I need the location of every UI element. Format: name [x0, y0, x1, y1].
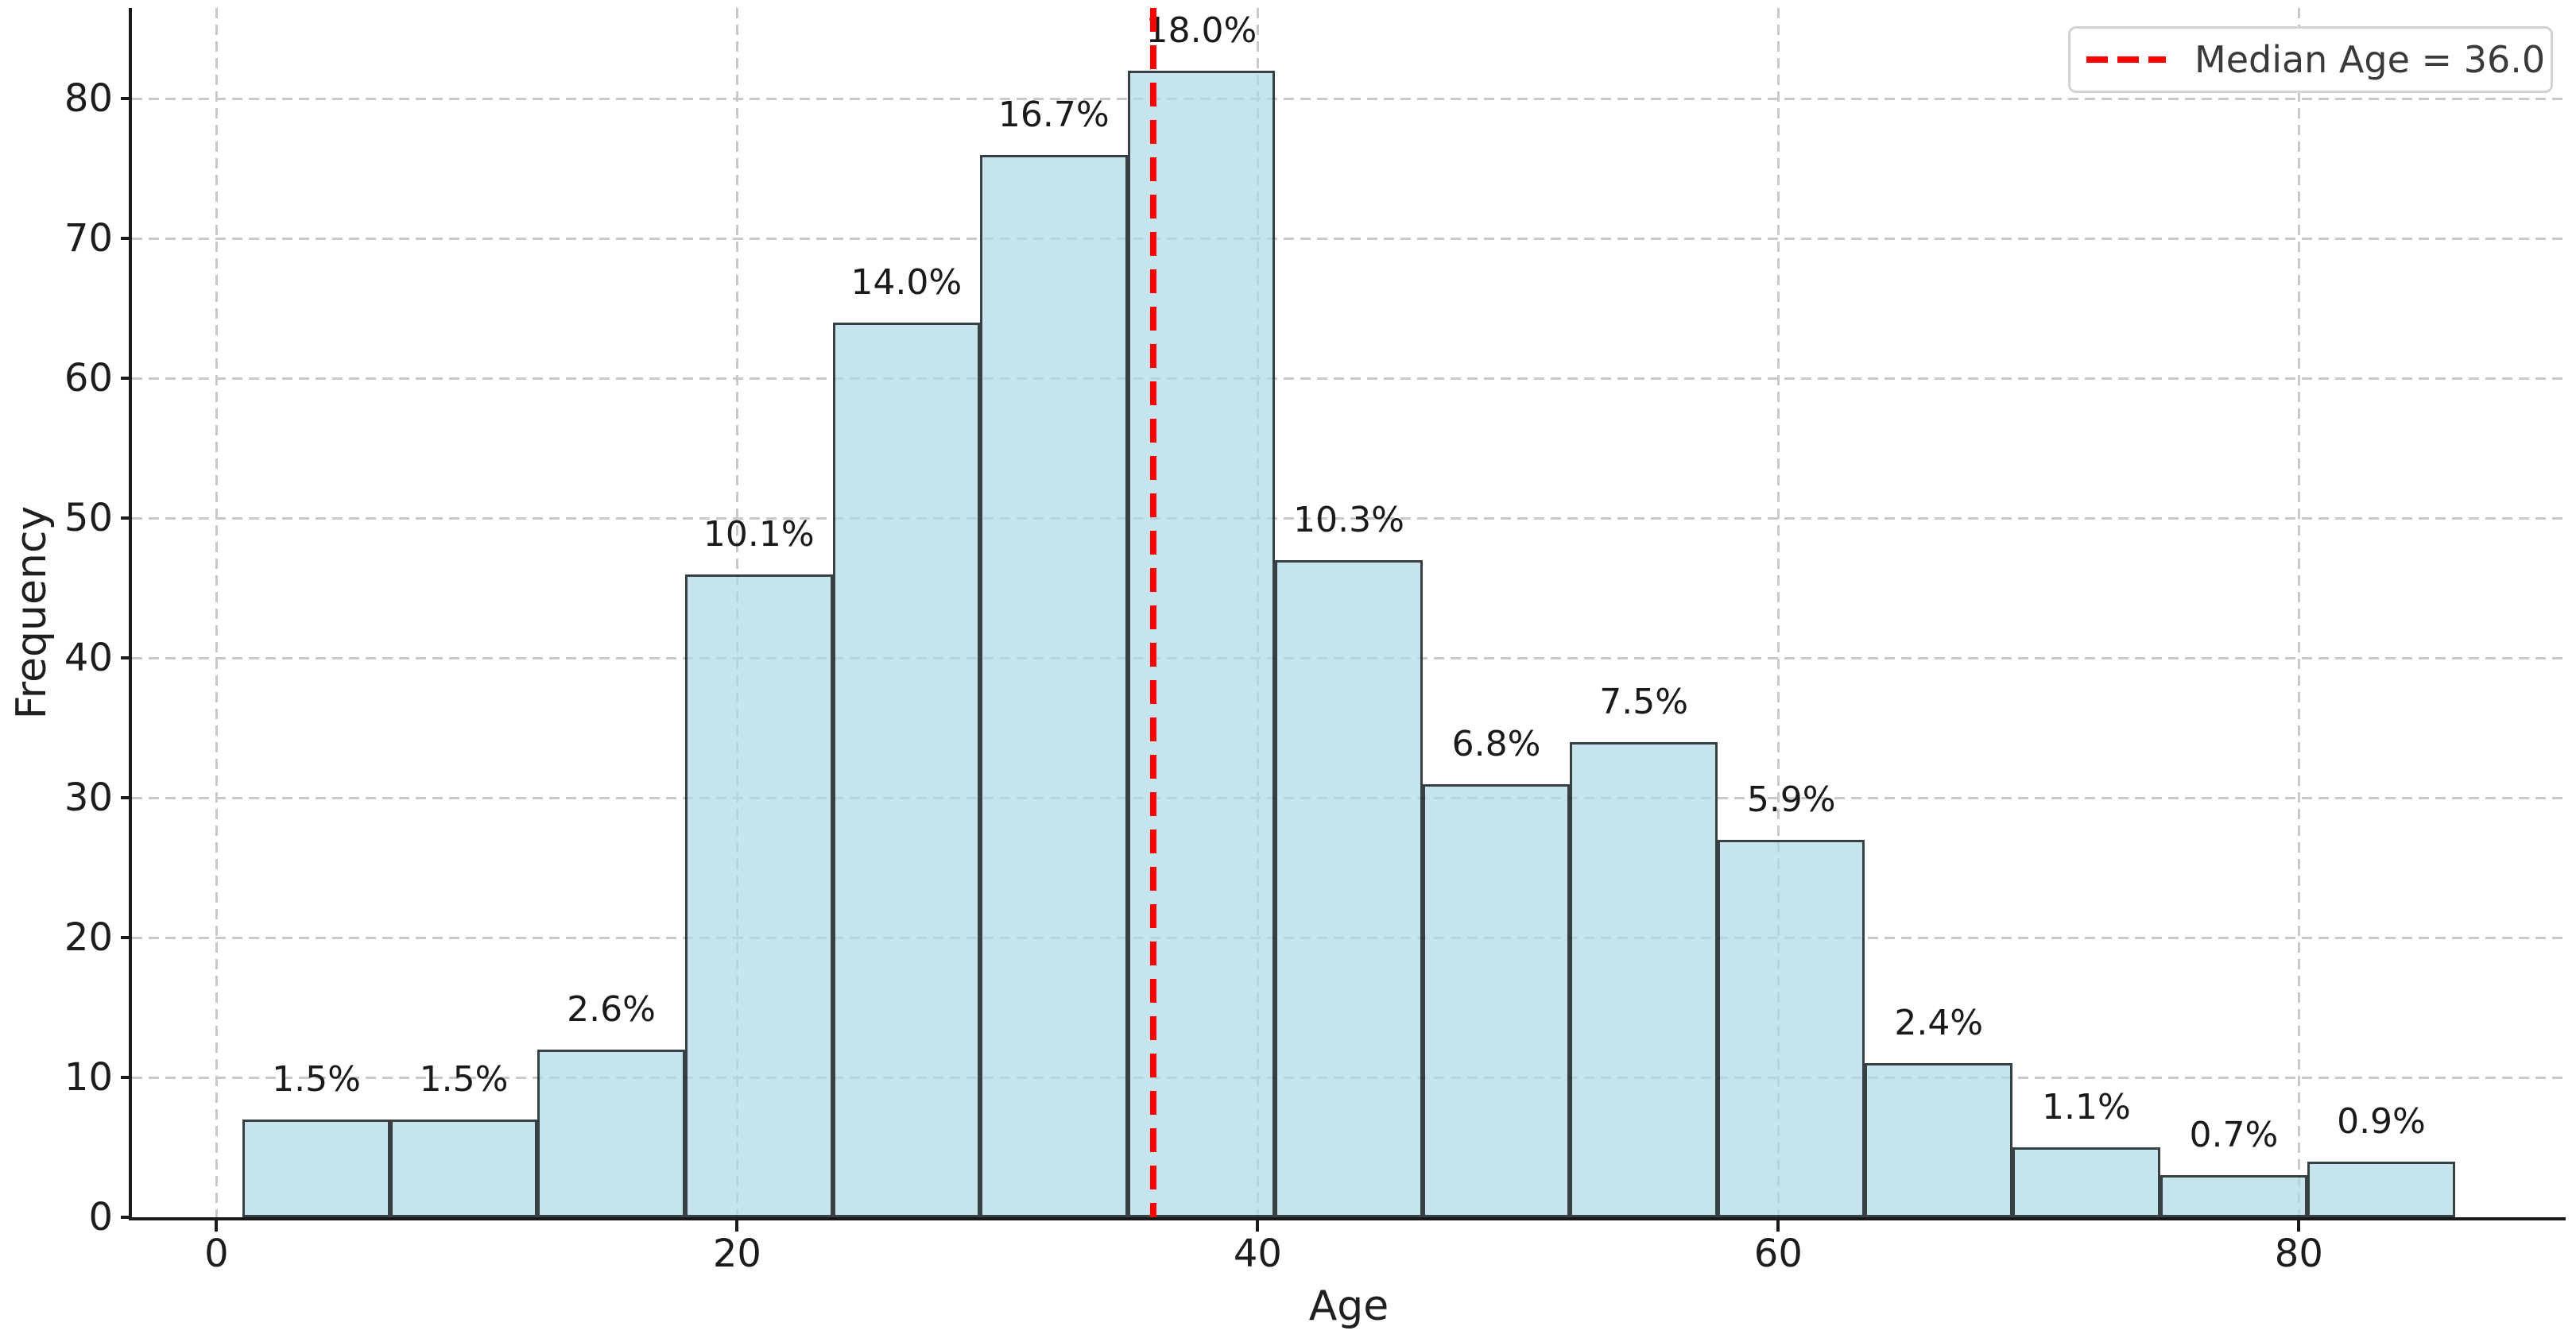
- y-tick: [121, 1216, 132, 1219]
- y-tick-label: 30: [64, 775, 113, 821]
- bar-percent-label: 5.9%: [1746, 779, 1836, 820]
- bar-percent-label: 0.9%: [2337, 1100, 2426, 1142]
- bar-percent-label: 1.5%: [272, 1058, 361, 1100]
- bar-percent-label: 10.1%: [703, 513, 815, 555]
- x-gridline: [2298, 8, 2301, 1217]
- legend-label: Median Age = 36.0: [2194, 38, 2546, 81]
- y-tick-label: 0: [88, 1195, 113, 1240]
- histogram-bar: [1422, 783, 1571, 1217]
- histogram-bar: [832, 322, 980, 1217]
- x-tick: [215, 1220, 219, 1232]
- histogram-bar: [2012, 1147, 2160, 1217]
- histogram-bar: [389, 1119, 538, 1217]
- histogram-bar: [1865, 1063, 2013, 1217]
- y-tick-label: 50: [64, 496, 113, 541]
- x-tick-label: 0: [204, 1232, 229, 1276]
- y-tick: [121, 796, 132, 800]
- bar-percent-label: 0.7%: [2189, 1115, 2279, 1156]
- histogram-bar: [1718, 839, 1865, 1217]
- y-tick: [121, 97, 132, 101]
- x-axis-label: Age: [1308, 1282, 1389, 1330]
- y-gridline: [132, 238, 2566, 241]
- x-tick-label: 20: [712, 1232, 761, 1276]
- histogram-bar: [1570, 741, 1718, 1217]
- x-tick-label: 60: [1753, 1232, 1803, 1276]
- histogram-bar: [242, 1119, 390, 1217]
- bar-percent-label: 14.0%: [850, 261, 963, 303]
- y-tick: [121, 656, 132, 660]
- y-gridline: [132, 517, 2566, 520]
- bar-percent-label: 7.5%: [1599, 681, 1689, 722]
- x-axis-spine: [129, 1217, 2566, 1220]
- y-tick: [121, 377, 132, 381]
- y-tick: [121, 936, 132, 940]
- legend: Median Age = 36.0: [2068, 26, 2553, 93]
- histogram-bar: [537, 1049, 685, 1217]
- bar-percent-label: 1.5%: [419, 1058, 509, 1100]
- bar-percent-label: 1.1%: [2042, 1087, 2131, 1128]
- y-tick-label: 80: [64, 76, 113, 122]
- x-tick-label: 80: [2274, 1232, 2323, 1276]
- histogram-bar: [979, 154, 1128, 1217]
- y-tick-label: 10: [64, 1055, 113, 1100]
- y-gridline: [132, 377, 2566, 381]
- median-line: [1150, 8, 1157, 1217]
- y-gridline: [132, 98, 2566, 101]
- median-dashed-line-icon: [2086, 56, 2166, 63]
- x-gridline: [1777, 8, 1780, 1217]
- y-tick: [121, 1076, 132, 1080]
- histogram-bar: [684, 574, 833, 1217]
- y-axis-label: Frequency: [8, 505, 56, 720]
- y-tick-label: 60: [64, 356, 113, 401]
- y-tick-label: 20: [64, 915, 113, 961]
- y-axis-spine: [129, 8, 132, 1220]
- bar-percent-label: 2.4%: [1894, 1003, 1984, 1044]
- y-tick-label: 40: [64, 636, 113, 681]
- x-tick: [1256, 1220, 1260, 1232]
- x-tick: [2297, 1220, 2301, 1232]
- x-tick: [1776, 1220, 1780, 1232]
- x-tick: [735, 1220, 739, 1232]
- bar-percent-label: 18.0%: [1145, 10, 1257, 52]
- bar-percent-label: 16.7%: [997, 94, 1110, 135]
- x-gridline: [215, 8, 219, 1217]
- bar-percent-label: 10.3%: [1293, 500, 1404, 541]
- bar-percent-label: 2.6%: [567, 988, 656, 1030]
- y-tick: [121, 516, 132, 520]
- histogram-bar: [1275, 560, 1423, 1217]
- histogram-bar: [2307, 1161, 2455, 1217]
- y-tick-label: 70: [64, 216, 113, 261]
- bar-percent-label: 6.8%: [1451, 723, 1541, 764]
- y-tick: [121, 237, 132, 241]
- x-tick-label: 40: [1233, 1232, 1282, 1276]
- histogram-bar: [2160, 1175, 2308, 1217]
